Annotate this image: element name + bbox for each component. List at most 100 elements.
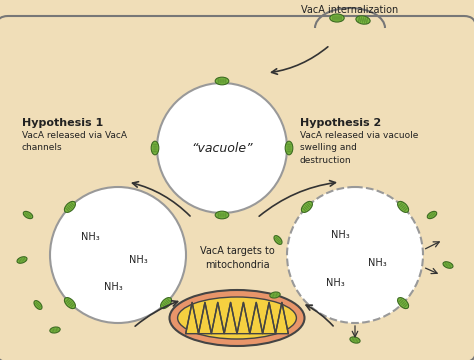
Text: VacA released via VacA
channels: VacA released via VacA channels bbox=[22, 131, 127, 153]
Ellipse shape bbox=[223, 78, 225, 84]
Ellipse shape bbox=[218, 212, 219, 218]
Ellipse shape bbox=[152, 151, 158, 152]
Ellipse shape bbox=[305, 205, 309, 209]
Ellipse shape bbox=[66, 206, 71, 210]
Ellipse shape bbox=[22, 257, 24, 262]
Ellipse shape bbox=[274, 293, 275, 297]
Ellipse shape bbox=[447, 263, 449, 267]
Text: NH₃: NH₃ bbox=[128, 255, 147, 265]
Ellipse shape bbox=[35, 301, 38, 304]
Ellipse shape bbox=[225, 212, 227, 218]
Ellipse shape bbox=[286, 145, 292, 147]
Ellipse shape bbox=[27, 213, 29, 217]
Ellipse shape bbox=[165, 300, 170, 304]
Ellipse shape bbox=[401, 205, 405, 209]
Ellipse shape bbox=[404, 304, 408, 308]
Ellipse shape bbox=[429, 214, 432, 218]
Ellipse shape bbox=[71, 304, 75, 308]
Ellipse shape bbox=[52, 328, 53, 333]
Text: VacA internalization: VacA internalization bbox=[301, 5, 399, 15]
Ellipse shape bbox=[400, 300, 404, 304]
Ellipse shape bbox=[351, 337, 353, 341]
Ellipse shape bbox=[69, 302, 73, 306]
Ellipse shape bbox=[36, 303, 40, 306]
Ellipse shape bbox=[221, 212, 223, 218]
Text: Hypothesis 1: Hypothesis 1 bbox=[22, 118, 103, 128]
Ellipse shape bbox=[276, 293, 277, 297]
Ellipse shape bbox=[301, 201, 312, 212]
Ellipse shape bbox=[286, 149, 292, 150]
Ellipse shape bbox=[274, 236, 278, 239]
Ellipse shape bbox=[332, 15, 334, 21]
Ellipse shape bbox=[431, 213, 433, 217]
Text: Hypothesis 2: Hypothesis 2 bbox=[300, 118, 381, 128]
Ellipse shape bbox=[69, 203, 73, 208]
Ellipse shape bbox=[330, 14, 344, 22]
Ellipse shape bbox=[277, 240, 281, 243]
Ellipse shape bbox=[443, 262, 453, 268]
Ellipse shape bbox=[398, 298, 402, 302]
Ellipse shape bbox=[151, 141, 159, 155]
Ellipse shape bbox=[432, 212, 435, 216]
Ellipse shape bbox=[303, 206, 308, 210]
Ellipse shape bbox=[64, 201, 75, 212]
Ellipse shape bbox=[340, 15, 342, 21]
Ellipse shape bbox=[161, 304, 165, 308]
Ellipse shape bbox=[446, 262, 447, 266]
Text: NH₃: NH₃ bbox=[331, 230, 349, 240]
Ellipse shape bbox=[223, 212, 225, 218]
Ellipse shape bbox=[286, 151, 292, 152]
Ellipse shape bbox=[218, 78, 219, 84]
Ellipse shape bbox=[362, 17, 364, 23]
Ellipse shape bbox=[400, 203, 404, 208]
Ellipse shape bbox=[36, 302, 39, 305]
Ellipse shape bbox=[50, 327, 60, 333]
Ellipse shape bbox=[20, 258, 21, 262]
Ellipse shape bbox=[306, 203, 310, 208]
Ellipse shape bbox=[68, 205, 72, 209]
Text: VacA released via vacuole
swelling and
destruction: VacA released via vacuole swelling and d… bbox=[300, 131, 419, 165]
Circle shape bbox=[157, 83, 287, 213]
Ellipse shape bbox=[152, 144, 158, 145]
Ellipse shape bbox=[18, 259, 20, 263]
Text: NH₃: NH₃ bbox=[326, 278, 345, 288]
Ellipse shape bbox=[57, 327, 58, 332]
Ellipse shape bbox=[433, 212, 436, 215]
Ellipse shape bbox=[24, 212, 27, 215]
Ellipse shape bbox=[285, 141, 293, 155]
Ellipse shape bbox=[37, 305, 41, 307]
Ellipse shape bbox=[358, 16, 360, 22]
Ellipse shape bbox=[152, 149, 158, 150]
FancyBboxPatch shape bbox=[0, 16, 474, 360]
Ellipse shape bbox=[428, 215, 431, 219]
Ellipse shape bbox=[225, 78, 227, 84]
Ellipse shape bbox=[219, 78, 221, 84]
Circle shape bbox=[287, 187, 423, 323]
Ellipse shape bbox=[215, 211, 229, 219]
Ellipse shape bbox=[364, 17, 366, 23]
Ellipse shape bbox=[338, 15, 340, 21]
Ellipse shape bbox=[360, 17, 362, 23]
Ellipse shape bbox=[66, 300, 71, 304]
Ellipse shape bbox=[402, 302, 407, 306]
Ellipse shape bbox=[56, 328, 57, 332]
Ellipse shape bbox=[350, 337, 360, 343]
Ellipse shape bbox=[178, 297, 296, 339]
Ellipse shape bbox=[445, 262, 446, 266]
Ellipse shape bbox=[65, 298, 69, 302]
Ellipse shape bbox=[366, 18, 368, 24]
Text: NH₃: NH₃ bbox=[104, 282, 122, 292]
Ellipse shape bbox=[152, 147, 158, 149]
Ellipse shape bbox=[161, 298, 172, 309]
Ellipse shape bbox=[215, 77, 229, 85]
Ellipse shape bbox=[163, 302, 167, 306]
Ellipse shape bbox=[17, 257, 27, 263]
Ellipse shape bbox=[277, 292, 278, 297]
Ellipse shape bbox=[286, 147, 292, 149]
Text: NH₃: NH₃ bbox=[81, 232, 100, 242]
Ellipse shape bbox=[71, 202, 75, 206]
Ellipse shape bbox=[68, 301, 72, 305]
Ellipse shape bbox=[448, 264, 450, 267]
Ellipse shape bbox=[308, 202, 312, 206]
Ellipse shape bbox=[275, 238, 279, 240]
